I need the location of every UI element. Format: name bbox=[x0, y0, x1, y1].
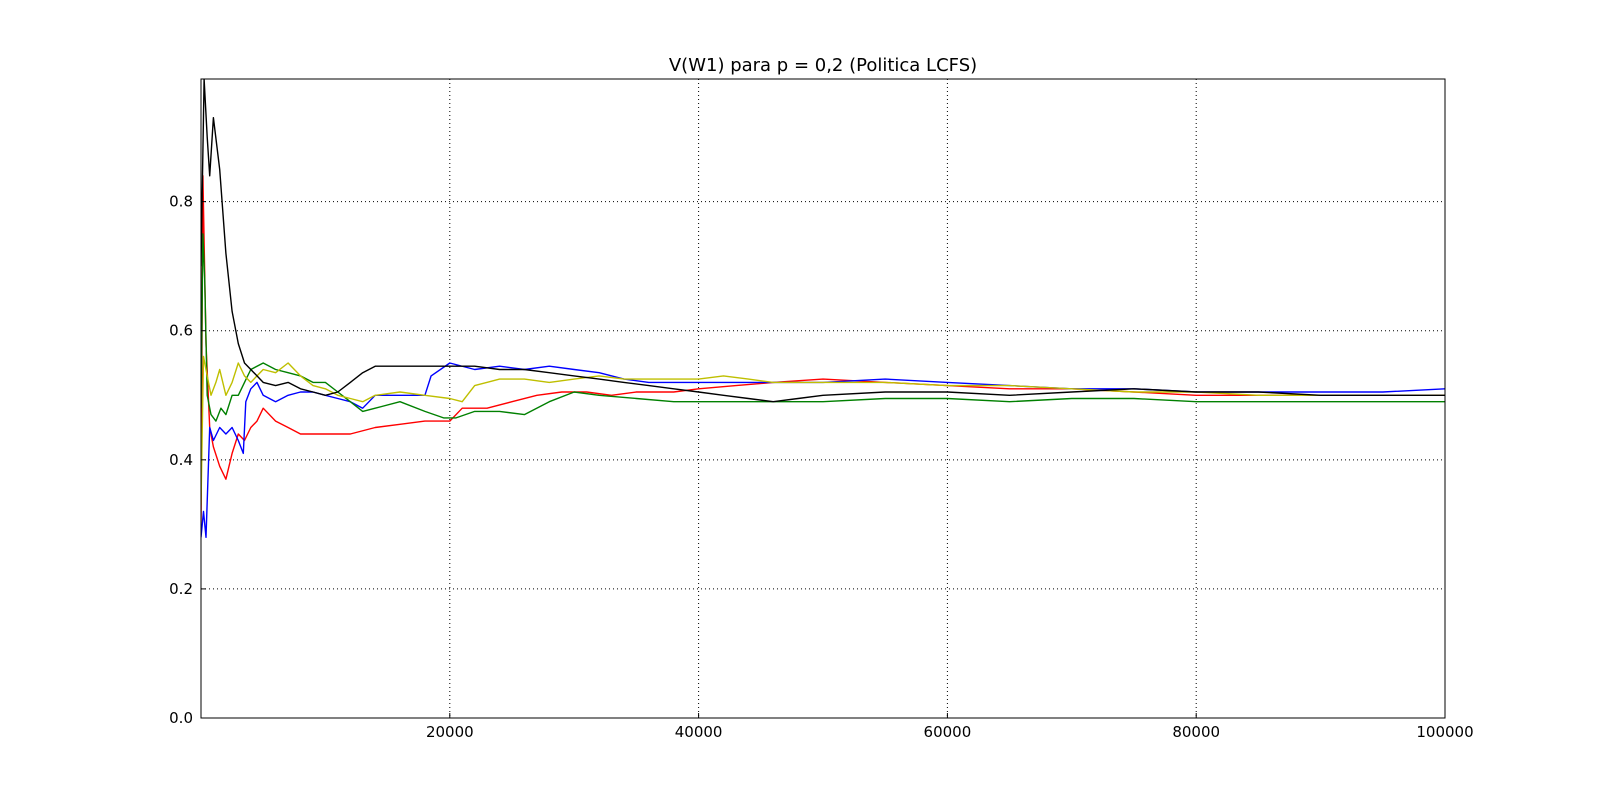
series-layer bbox=[201, 79, 1445, 538]
series-line-5 bbox=[201, 79, 1445, 403]
series-line-2 bbox=[201, 362, 1445, 538]
x-axis-ticks: 20000 40000 60000 80000 100000 bbox=[426, 713, 1474, 741]
series-line-3 bbox=[201, 233, 1445, 422]
x-tick-label: 20000 bbox=[426, 723, 474, 741]
y-tick-label: 0.6 bbox=[169, 322, 193, 340]
y-tick-label: 0.8 bbox=[169, 193, 193, 211]
y-tick-label: 0.0 bbox=[169, 709, 193, 727]
series-line-4 bbox=[201, 355, 1445, 506]
chart-title: V(W1) para p = 0,2 (Politica LCFS) bbox=[669, 55, 977, 76]
x-tick-label: 100000 bbox=[1416, 723, 1473, 741]
plot-frame bbox=[200, 78, 1446, 719]
y-tick-label: 0.4 bbox=[169, 451, 193, 469]
x-tick-label: 40000 bbox=[675, 723, 723, 741]
x-tick-label: 80000 bbox=[1172, 723, 1220, 741]
grid bbox=[201, 79, 1446, 718]
series-line-1 bbox=[201, 175, 1445, 525]
x-tick-label: 60000 bbox=[924, 723, 972, 741]
y-axis-ticks: 0.0 0.2 0.4 0.6 0.8 bbox=[169, 193, 206, 727]
y-tick-label: 0.2 bbox=[169, 580, 193, 598]
